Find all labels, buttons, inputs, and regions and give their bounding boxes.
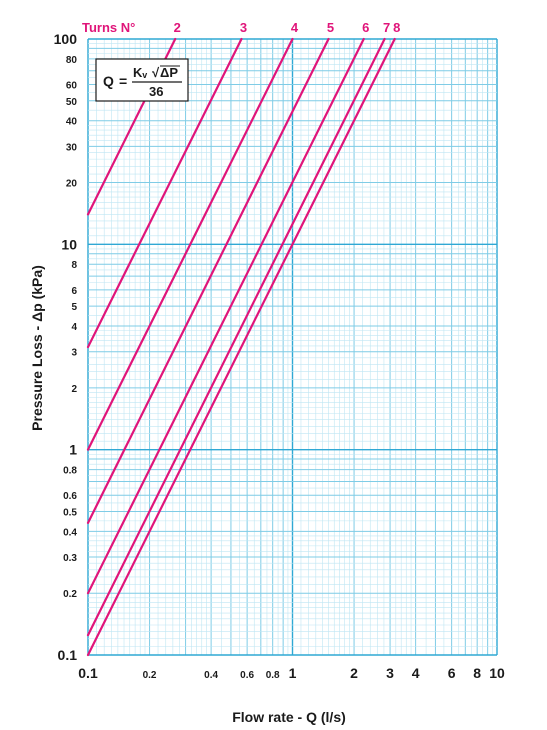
turn-curve-5 (86, 37, 330, 524)
x-tick-label: 0.6 (240, 670, 254, 681)
formula-denominator: 36 (149, 84, 163, 99)
y-tick-label: 50 (66, 97, 78, 108)
y-tick-label: 4 (71, 322, 77, 333)
y-tick-label: 2 (71, 384, 77, 395)
x-tick-label: 3 (386, 665, 394, 681)
y-tick-label: 5 (71, 302, 77, 313)
x-axis-title: Flow rate - Q (l/s) (232, 709, 346, 725)
y-tick-label: 6 (71, 286, 77, 297)
y-tick-label: 60 (66, 81, 78, 92)
x-tick-label: 1 (289, 665, 297, 681)
turn-curve-3 (86, 37, 243, 349)
y-tick-label: 0.6 (63, 491, 77, 502)
y-tick-label: 0.5 (63, 507, 77, 518)
y-tick-label: 100 (54, 31, 78, 47)
y-tick-label: 0.4 (63, 527, 77, 538)
turn-curve-8 (86, 37, 396, 657)
formula-sqrt-sign: √ (152, 65, 160, 80)
y-axis-title: Pressure Loss - Δp (kPa) (29, 265, 45, 431)
y-tick-label: 0.3 (63, 553, 77, 564)
turn-label-6: 6 (362, 20, 369, 35)
turn-curve-6 (86, 37, 365, 595)
x-tick-label: 0.8 (266, 670, 280, 681)
formula-equals: = (119, 73, 127, 89)
legend-title: Turns N° (82, 20, 135, 35)
formula-lhs: Q (103, 73, 114, 89)
turn-curve-4 (86, 37, 294, 451)
y-tick-label: 20 (66, 179, 78, 190)
turn-label-7: 7 (383, 20, 390, 35)
turn-label-8: 8 (393, 20, 400, 35)
y-tick-label: 1 (69, 442, 77, 458)
x-tick-label: 0.2 (143, 670, 157, 681)
y-tick-label: 8 (71, 260, 77, 271)
y-tick-label: 30 (66, 142, 78, 153)
y-tick-label: 80 (66, 55, 78, 66)
x-tick-label: 8 (473, 665, 481, 681)
x-tick-label: 0.4 (204, 670, 218, 681)
formula-box: Q = Kᵥ √ ΔP 36 (95, 58, 189, 102)
turn-curves (86, 37, 396, 657)
turn-label-4: 4 (291, 20, 299, 35)
formula-dp: ΔP (160, 65, 178, 80)
y-tick-label: 40 (66, 117, 78, 128)
turn-label-5: 5 (327, 20, 334, 35)
chart-grid (87, 38, 498, 656)
formula-kv: Kᵥ (133, 65, 147, 80)
y-tick-label: 0.8 (63, 466, 77, 477)
x-tick-label: 6 (448, 665, 456, 681)
turn-label-2: 2 (174, 20, 181, 35)
y-tick-label: 0.1 (58, 647, 78, 663)
x-tick-label: 0.1 (78, 665, 98, 681)
y-tick-label: 10 (61, 236, 77, 252)
y-tick-labels: 0.1 0.2 0.3 0.4 0.5 0.6 0.8 1 2 3 4 5 6 8 10 20 30 40 50 60… (54, 31, 78, 663)
turn-label-3: 3 (240, 20, 247, 35)
y-tick-label: 0.2 (63, 589, 77, 600)
x-tick-labels: 0.1 0.2 0.4 0.6 0.8 1 2 3 4 6 8 10 (78, 665, 505, 681)
x-tick-label: 4 (412, 665, 420, 681)
x-tick-label: 10 (489, 665, 505, 681)
y-tick-label: 3 (71, 348, 77, 359)
x-tick-label: 2 (350, 665, 358, 681)
turn-curve-7 (86, 37, 386, 637)
